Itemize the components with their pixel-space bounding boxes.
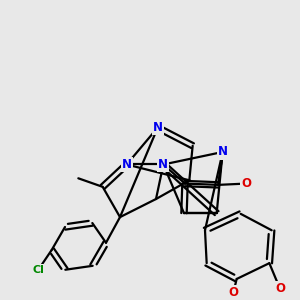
Text: O: O [275,282,285,295]
Text: O: O [228,286,238,299]
Text: N: N [122,158,132,171]
Text: Cl: Cl [32,265,44,275]
Text: N: N [218,146,228,158]
Text: N: N [158,158,168,171]
Text: N: N [153,121,163,134]
Text: O: O [241,177,251,190]
